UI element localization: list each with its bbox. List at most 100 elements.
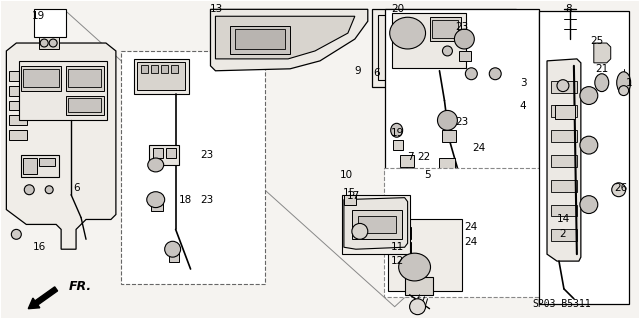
Bar bbox=[444, 23, 495, 53]
Bar bbox=[372, 9, 516, 87]
Bar bbox=[10, 100, 28, 110]
Bar bbox=[23, 158, 37, 174]
Polygon shape bbox=[344, 198, 408, 249]
Bar bbox=[431, 20, 458, 38]
Ellipse shape bbox=[617, 72, 630, 93]
Text: 11: 11 bbox=[391, 242, 404, 252]
Text: 6: 6 bbox=[74, 183, 81, 193]
Text: 24: 24 bbox=[465, 237, 478, 247]
Ellipse shape bbox=[580, 196, 598, 213]
Bar bbox=[555, 106, 575, 119]
Bar bbox=[161, 65, 168, 73]
FancyArrow shape bbox=[28, 287, 58, 309]
Bar bbox=[21, 66, 61, 91]
Text: SP03-B5311: SP03-B5311 bbox=[532, 299, 591, 309]
Ellipse shape bbox=[595, 74, 609, 92]
Bar bbox=[10, 130, 28, 140]
Text: 7: 7 bbox=[407, 152, 414, 162]
Ellipse shape bbox=[580, 136, 598, 154]
Bar bbox=[551, 204, 577, 217]
Polygon shape bbox=[6, 43, 116, 249]
Text: 16: 16 bbox=[33, 242, 46, 252]
Bar bbox=[39, 158, 55, 166]
Bar bbox=[393, 242, 411, 254]
Text: 15: 15 bbox=[343, 188, 356, 198]
Bar bbox=[342, 195, 410, 254]
Bar bbox=[551, 180, 577, 192]
Text: 10: 10 bbox=[339, 170, 353, 180]
Bar bbox=[397, 168, 415, 183]
Bar bbox=[134, 59, 189, 93]
Text: 12: 12 bbox=[391, 256, 404, 266]
Bar bbox=[539, 11, 628, 304]
Bar bbox=[388, 219, 462, 291]
Ellipse shape bbox=[49, 39, 57, 47]
Text: 14: 14 bbox=[556, 214, 570, 225]
Ellipse shape bbox=[442, 46, 452, 56]
Text: 26: 26 bbox=[614, 183, 627, 193]
Polygon shape bbox=[594, 43, 611, 63]
Ellipse shape bbox=[390, 17, 426, 49]
Bar bbox=[378, 15, 507, 80]
Bar bbox=[166, 148, 175, 158]
Ellipse shape bbox=[45, 186, 53, 194]
Bar bbox=[10, 71, 28, 81]
Bar bbox=[393, 140, 403, 150]
Ellipse shape bbox=[410, 299, 426, 315]
Polygon shape bbox=[211, 9, 368, 71]
Bar bbox=[169, 252, 179, 262]
Bar bbox=[10, 115, 28, 125]
Bar bbox=[121, 51, 265, 284]
Bar bbox=[68, 98, 101, 112]
Text: 13: 13 bbox=[210, 4, 223, 14]
Bar bbox=[68, 69, 101, 87]
Bar bbox=[393, 227, 411, 239]
Ellipse shape bbox=[399, 253, 431, 281]
Ellipse shape bbox=[454, 29, 474, 49]
Bar bbox=[39, 37, 59, 49]
Text: 19: 19 bbox=[391, 128, 404, 138]
Text: 18: 18 bbox=[179, 195, 192, 205]
Bar bbox=[481, 56, 509, 78]
Text: 25: 25 bbox=[590, 36, 604, 46]
Ellipse shape bbox=[438, 110, 458, 130]
Bar bbox=[236, 29, 285, 49]
Ellipse shape bbox=[557, 80, 569, 92]
Bar bbox=[440, 19, 499, 59]
Text: 22: 22 bbox=[417, 152, 430, 162]
Ellipse shape bbox=[352, 223, 368, 239]
Text: 8: 8 bbox=[566, 4, 572, 14]
Bar bbox=[171, 65, 178, 73]
Bar bbox=[551, 155, 577, 167]
Text: 3: 3 bbox=[520, 78, 527, 88]
Text: 19: 19 bbox=[31, 11, 45, 21]
Text: 24: 24 bbox=[473, 143, 486, 153]
Ellipse shape bbox=[612, 183, 626, 197]
Text: 21: 21 bbox=[595, 64, 609, 74]
Bar bbox=[137, 62, 184, 90]
Ellipse shape bbox=[465, 68, 477, 80]
Bar bbox=[551, 229, 577, 241]
Ellipse shape bbox=[24, 185, 35, 195]
Bar bbox=[151, 65, 157, 73]
Text: 17: 17 bbox=[348, 191, 360, 201]
Text: 20: 20 bbox=[391, 4, 404, 14]
Bar bbox=[440, 158, 456, 170]
Bar bbox=[19, 61, 107, 120]
Text: 23: 23 bbox=[200, 150, 213, 160]
Bar bbox=[153, 148, 163, 158]
Bar bbox=[392, 13, 467, 68]
Bar bbox=[230, 26, 290, 54]
Bar bbox=[148, 145, 179, 165]
Bar bbox=[10, 85, 28, 96]
Ellipse shape bbox=[580, 87, 598, 105]
Bar bbox=[551, 106, 577, 117]
Ellipse shape bbox=[619, 85, 628, 96]
Bar bbox=[35, 9, 66, 37]
Bar bbox=[388, 21, 433, 56]
Bar bbox=[21, 155, 59, 177]
Polygon shape bbox=[216, 16, 355, 59]
Bar bbox=[384, 168, 541, 297]
Bar bbox=[399, 155, 413, 167]
Ellipse shape bbox=[40, 39, 48, 47]
